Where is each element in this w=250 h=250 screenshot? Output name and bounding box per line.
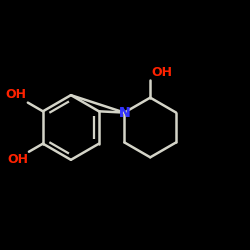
Text: OH: OH	[7, 153, 28, 166]
Text: OH: OH	[6, 88, 26, 101]
Text: N: N	[118, 106, 130, 120]
Text: N: N	[118, 106, 130, 120]
Text: OH: OH	[152, 66, 172, 80]
